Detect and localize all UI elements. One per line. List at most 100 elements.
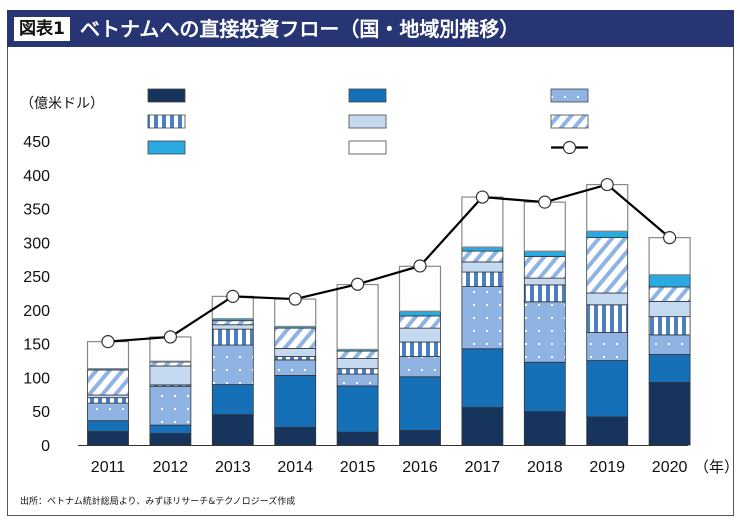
- chart-title: ベトナムへの直接投資フロー（国・地域別推移）: [80, 17, 520, 41]
- total-marker: [413, 259, 427, 273]
- bar-segment: [648, 274, 691, 288]
- bar-segment: [336, 385, 379, 433]
- bar-segment: [648, 382, 691, 446]
- x-axis-unit: （年）: [694, 459, 739, 476]
- bar-segment: [523, 411, 566, 446]
- bar-segment: [149, 433, 192, 446]
- x-tick-label: 2019: [589, 459, 625, 476]
- y-tick-label: 300: [23, 235, 50, 252]
- bar-segment: [648, 316, 691, 336]
- bar-segment: [648, 334, 691, 355]
- bar-segment: [398, 265, 442, 312]
- y-tick-label: 450: [23, 134, 50, 151]
- legend-swatch: [550, 114, 589, 129]
- y-tick-label: 50: [32, 404, 50, 421]
- legend-swatch: [550, 88, 589, 103]
- bar-segment: [461, 286, 504, 350]
- bar-segment: [87, 431, 129, 446]
- bar-segment: [648, 286, 691, 302]
- bar-segment: [274, 427, 317, 446]
- bar-segment: [523, 277, 566, 286]
- bar-segment: [399, 356, 441, 378]
- bar-segment: [586, 416, 629, 446]
- bar-segment: [211, 320, 254, 326]
- x-tick-label: 2017: [465, 459, 501, 476]
- bar-segment: [399, 430, 441, 446]
- legend-swatch: [147, 140, 186, 155]
- legend-swatch: [147, 114, 186, 129]
- bar-segment: [586, 237, 629, 294]
- legend-swatch: [147, 88, 186, 103]
- bar-segment: [461, 348, 504, 408]
- bar-segment: [461, 261, 504, 273]
- title-bar: [7, 10, 734, 47]
- bar-segment: [399, 315, 441, 329]
- bar-segment: [274, 327, 317, 349]
- bar-segment: [586, 292, 629, 306]
- x-tick-label: 2018: [527, 459, 563, 476]
- y-tick-label: 400: [23, 168, 50, 185]
- y-tick-label: 250: [23, 269, 50, 286]
- bar-segment: [461, 196, 504, 248]
- bar-segment: [149, 424, 192, 434]
- bar-segment: [523, 284, 566, 303]
- bar-segment: [211, 324, 254, 330]
- total-line: [107, 183, 671, 343]
- y-axis-label: （億米ドル）: [20, 95, 104, 111]
- bar-segment: [399, 376, 441, 431]
- legend-swatch: [348, 140, 387, 155]
- total-marker: [226, 289, 240, 303]
- total-marker: [538, 195, 552, 209]
- bar-segment: [586, 332, 629, 361]
- bar-segment: [211, 328, 254, 346]
- bar-segment: [523, 201, 566, 252]
- bar-segment: [336, 368, 379, 375]
- bar-segment: [274, 359, 317, 376]
- bar-segment: [336, 350, 379, 359]
- bar-segment: [211, 384, 254, 416]
- bar-segment: [461, 246, 504, 252]
- x-tick-label: 2016: [402, 459, 438, 476]
- y-tick-label: 150: [23, 337, 50, 354]
- bar-segment: [399, 310, 441, 317]
- total-marker: [163, 330, 177, 344]
- x-tick-label: 2013: [215, 459, 251, 476]
- legend-swatch: [348, 88, 387, 103]
- bar-segment: [336, 358, 379, 370]
- x-tick-label: 2012: [153, 459, 189, 476]
- x-tick-label: 2011: [91, 459, 126, 476]
- bar-segment: [461, 271, 504, 287]
- bar-segment: [87, 397, 129, 404]
- bar-segment: [523, 361, 566, 412]
- total-marker: [288, 292, 302, 306]
- bar-segment: [523, 256, 566, 279]
- bar-segment: [523, 250, 566, 257]
- bar-segment: [149, 361, 192, 367]
- bar-segment: [87, 402, 129, 422]
- total-marker: [475, 190, 489, 204]
- source-note: 出所：ベトナム統計総局より、みずほリサーチ&テクノロジーズ作成: [20, 497, 296, 507]
- bar-segment: [274, 375, 317, 428]
- bar-segment: [274, 347, 317, 357]
- bar-segment: [461, 407, 504, 446]
- figure-badge: 図表1: [14, 17, 70, 41]
- bar-segment: [149, 385, 192, 426]
- y-tick-label: 200: [23, 303, 50, 320]
- bar-segment: [274, 356, 317, 361]
- bar-segment: [648, 301, 691, 318]
- bar-segment: [586, 304, 629, 333]
- bar-segment: [648, 354, 691, 383]
- bar-segment: [586, 230, 629, 239]
- y-tick-label: 350: [23, 202, 50, 219]
- bar-segment: [336, 431, 379, 446]
- bar-segment: [149, 336, 192, 362]
- bar-segment: [586, 183, 629, 232]
- total-marker: [662, 231, 677, 245]
- bar-segment: [87, 369, 129, 396]
- bar-segment: [461, 250, 504, 263]
- bar-segment: [336, 283, 379, 351]
- bar-segment: [523, 301, 566, 363]
- bar-segment: [399, 327, 441, 343]
- total-marker: [101, 335, 115, 349]
